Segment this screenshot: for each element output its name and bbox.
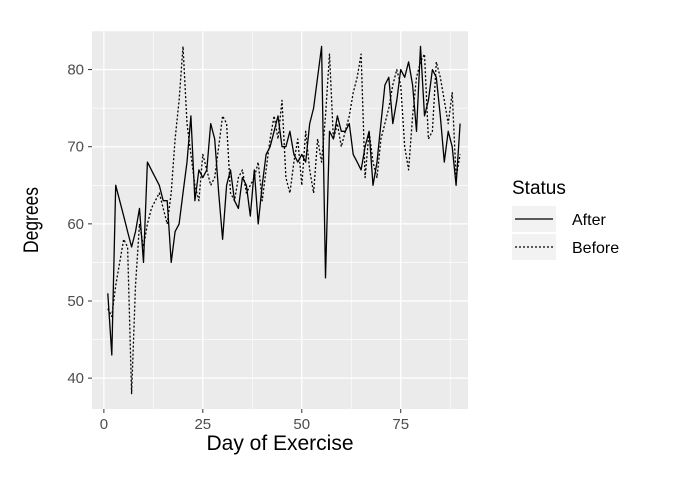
x-tick-label: 25 <box>194 416 211 433</box>
y-axis-title: Degrees <box>20 187 43 253</box>
legend-label-before: Before <box>572 240 619 257</box>
x-tick-label: 50 <box>293 416 310 433</box>
legend: Status After Before <box>512 178 619 260</box>
y-tick-label: 40 <box>67 370 84 387</box>
series-lines <box>107 45 461 395</box>
legend-label-after: After <box>572 212 606 229</box>
y-tick-label: 80 <box>67 62 84 79</box>
series-line-before <box>107 45 461 395</box>
x-axis-ticks: 0 25 50 75 <box>100 409 409 433</box>
y-tick-label: 60 <box>67 216 84 233</box>
y-tick-label: 50 <box>67 293 84 310</box>
x-tick-label: 0 <box>100 416 108 433</box>
plot-panel <box>92 31 468 409</box>
y-tick-label: 70 <box>67 139 84 156</box>
legend-key-before-bg <box>512 234 556 260</box>
minor-gridlines <box>92 30 468 409</box>
major-gridlines <box>92 31 468 409</box>
legend-title: Status <box>512 178 566 199</box>
series-line-after <box>107 45 461 356</box>
x-axis-title: Day of Exercise <box>206 432 353 455</box>
y-axis-ticks: 40 50 60 70 80 <box>67 62 92 387</box>
x-tick-label: 75 <box>392 416 409 433</box>
